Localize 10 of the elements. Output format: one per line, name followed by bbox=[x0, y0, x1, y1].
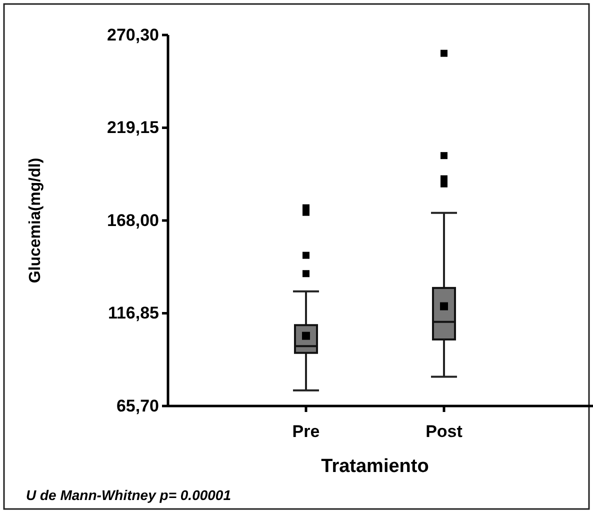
y-tick-label: 65,70 bbox=[116, 396, 159, 416]
x-tick-label: Pre bbox=[292, 422, 320, 442]
y-tick-label: 116,85 bbox=[108, 304, 159, 323]
y-tick-label: 168,00 bbox=[107, 210, 159, 230]
y-tick-label: 270,30 bbox=[107, 25, 159, 44]
x-axis-title: Tratamiento bbox=[321, 456, 429, 477]
text: U de Mann-Whitney p= 0.00001 bbox=[26, 487, 232, 503]
x-tick-label: Post bbox=[426, 422, 463, 442]
y-axis-title: Glucemia(mg/dl) bbox=[27, 158, 44, 284]
y-tick-label: 219,15 bbox=[107, 118, 159, 138]
